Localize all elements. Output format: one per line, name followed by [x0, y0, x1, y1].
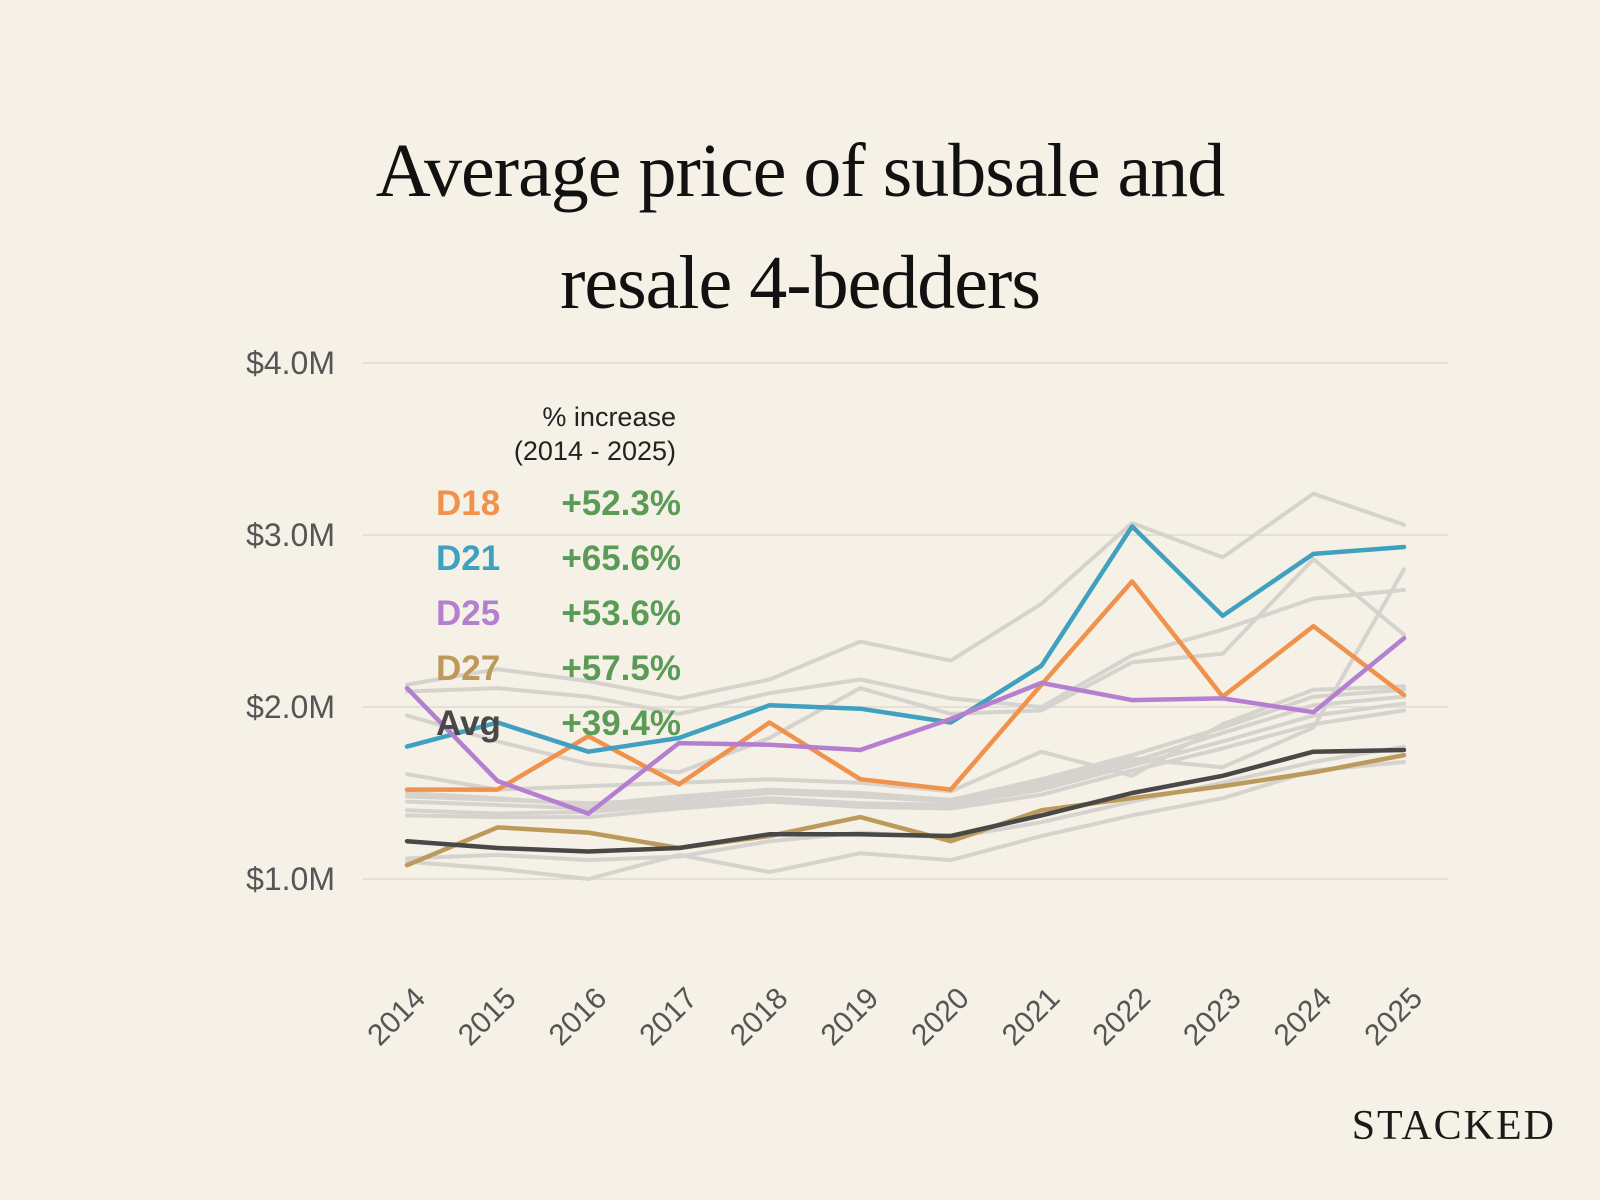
background-series-line	[405, 684, 1406, 794]
annotation-series-name: D21	[436, 539, 500, 578]
brand-logo: STACKED	[1351, 1103, 1556, 1149]
series-line-avg	[404, 747, 1407, 854]
x-tick-label: 2022	[1087, 982, 1158, 1053]
background-series-line	[405, 567, 1406, 806]
x-tick-label: 2024	[1268, 982, 1339, 1053]
x-tick-label: 2025	[1358, 982, 1429, 1053]
y-axis-ticks: $1.0M $2.0M $3.0M $4.0M	[246, 345, 335, 897]
x-tick-label: 2016	[543, 982, 614, 1053]
x-tick-label: 2021	[996, 982, 1067, 1053]
background-series-line	[405, 708, 1406, 820]
series-line-d21	[404, 524, 1407, 754]
y-tick-label: $3.0M	[246, 517, 335, 553]
annotation-heading: (2014 - 2025)	[514, 436, 676, 466]
x-tick-label: 2020	[905, 982, 976, 1053]
background-series	[405, 491, 1406, 881]
background-series-line	[405, 760, 1406, 881]
chart-title-line-1: Average price of subsale and	[375, 129, 1225, 213]
chart-title: Average price of subsale and resale 4-be…	[0, 115, 1600, 339]
annotation-series-name: D27	[436, 649, 500, 688]
annotation-series-increase: +65.6%	[561, 539, 681, 578]
x-tick-label: 2023	[1177, 982, 1248, 1053]
x-tick-label: 2017	[633, 982, 704, 1053]
x-tick-label: 2014	[361, 982, 432, 1053]
series-line-d25	[404, 635, 1407, 816]
annotation-series-increase: +39.4%	[561, 704, 681, 743]
annotation-series-name: Avg	[436, 704, 501, 743]
x-tick-label: 2018	[724, 982, 795, 1053]
x-tick-label: 2019	[815, 982, 886, 1053]
annotation-series-name: D18	[436, 484, 500, 523]
background-series-line	[405, 588, 1406, 716]
y-tick-label: $4.0M	[246, 345, 335, 381]
background-series-line	[405, 557, 1406, 775]
series-line-d18	[404, 579, 1407, 792]
annotation-series-name: D25	[436, 594, 500, 633]
background-series-line	[405, 701, 1406, 816]
annotation-series-increase: +53.6%	[561, 594, 681, 633]
series-line-d27	[404, 752, 1407, 868]
background-series-line	[405, 491, 1406, 701]
x-axis-ticks: 2014 2015 2016 2017 2018 2019 2020 2021 2022 2023…	[361, 982, 1429, 1053]
highlight-series	[404, 524, 1407, 868]
annotation-series-increase: +52.3%	[561, 484, 681, 523]
annotation-series-increase: +57.5%	[561, 649, 681, 688]
increase-annotation: % increase (2014 - 2025) D18 +52.3% D21 +65.6…	[436, 402, 681, 743]
x-tick-label: 2015	[452, 982, 523, 1053]
annotation-heading: % increase	[542, 402, 676, 432]
chart-title-line-2: resale 4-bedders	[560, 241, 1041, 325]
y-tick-label: $2.0M	[246, 689, 335, 725]
y-tick-label: $1.0M	[246, 861, 335, 897]
